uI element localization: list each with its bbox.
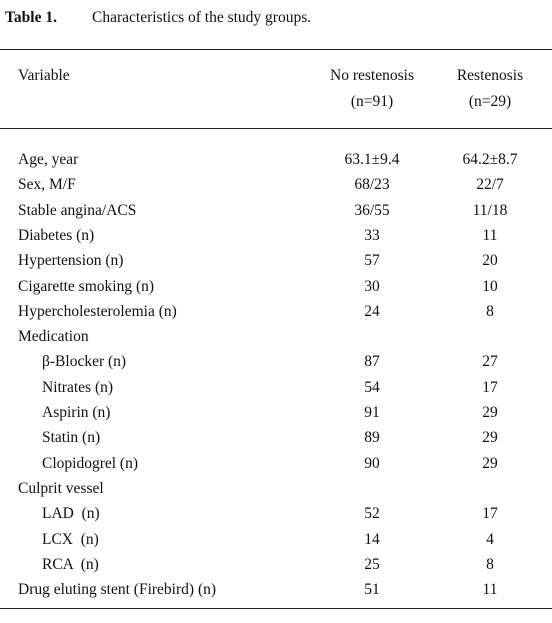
row-label: Sex, M/F xyxy=(18,176,76,194)
cell: 29 xyxy=(482,404,498,421)
cell: 11/18 xyxy=(472,201,508,219)
cell: 90 xyxy=(364,454,380,472)
cell: 14 xyxy=(364,530,380,548)
header-variable: Variable xyxy=(18,67,70,84)
bottom-rule xyxy=(0,608,552,609)
row-label: LAD (n) xyxy=(42,505,100,523)
row-label: Nitrates (n) xyxy=(42,378,114,396)
cell: 68/23 xyxy=(354,176,390,194)
top-rule xyxy=(0,49,552,50)
row-label: Hypercholesterolemia (n) xyxy=(18,302,177,320)
cell: 8 xyxy=(486,555,494,573)
row-label: Drug eluting stent (Firebird) (n) xyxy=(18,581,217,599)
cell: 17 xyxy=(482,505,498,523)
row-label: Statin (n) xyxy=(42,429,101,447)
cell: 30 xyxy=(364,277,380,295)
cell: 20 xyxy=(482,252,498,270)
row-label: Cigarette smoking (n) xyxy=(18,277,155,295)
row-label: Clopidogrel (n) xyxy=(42,454,138,472)
cell: 54 xyxy=(364,378,380,396)
header-col: Restenosis xyxy=(456,67,524,84)
cell: 36/55 xyxy=(354,201,390,219)
cell: 11 xyxy=(482,581,498,599)
cell: 51 xyxy=(364,581,380,599)
row-label: Aspirin (n) xyxy=(42,404,111,421)
cell: 4 xyxy=(486,530,494,548)
cell: 89 xyxy=(364,429,380,447)
cell: 52 xyxy=(364,505,380,523)
cell: 11 xyxy=(482,226,498,244)
cell: 10 xyxy=(482,277,498,295)
row-label: Medication xyxy=(18,328,89,346)
header-rule xyxy=(0,128,552,129)
row-label: Diabetes (n) xyxy=(18,226,95,244)
row-label: Hypertension (n) xyxy=(18,252,124,270)
header-col: No restenosis xyxy=(330,67,414,84)
cell: 87 xyxy=(364,353,380,371)
header-col-n: (n=91) xyxy=(350,93,394,110)
cell: 8 xyxy=(486,302,494,320)
cell: 25 xyxy=(364,555,380,573)
header-col-n: (n=29) xyxy=(468,93,512,110)
cell: 91 xyxy=(364,404,380,421)
cell: 17 xyxy=(482,378,498,396)
cell: 24 xyxy=(364,302,380,320)
table-title: Characteristics of the study groups. xyxy=(92,9,312,26)
row-label: LCX (n) xyxy=(42,530,99,548)
cell: 27 xyxy=(482,353,498,371)
cell: 63.1±9.4 xyxy=(344,151,400,168)
row-label: Age, year xyxy=(18,151,79,168)
row-label: Culprit vessel xyxy=(18,479,104,497)
row-label: Stable angina/ACS xyxy=(18,201,137,219)
cell: 33 xyxy=(364,226,380,244)
table-number: Table 1. xyxy=(5,9,57,26)
cell: 64.2±8.7 xyxy=(462,151,518,168)
row-label: RCA (n) xyxy=(42,555,99,573)
cell: 57 xyxy=(364,252,380,270)
row-label: β-Blocker (n) xyxy=(42,353,127,371)
cell: 22/7 xyxy=(476,176,504,194)
cell: 29 xyxy=(482,429,498,447)
cell: 29 xyxy=(482,454,498,472)
